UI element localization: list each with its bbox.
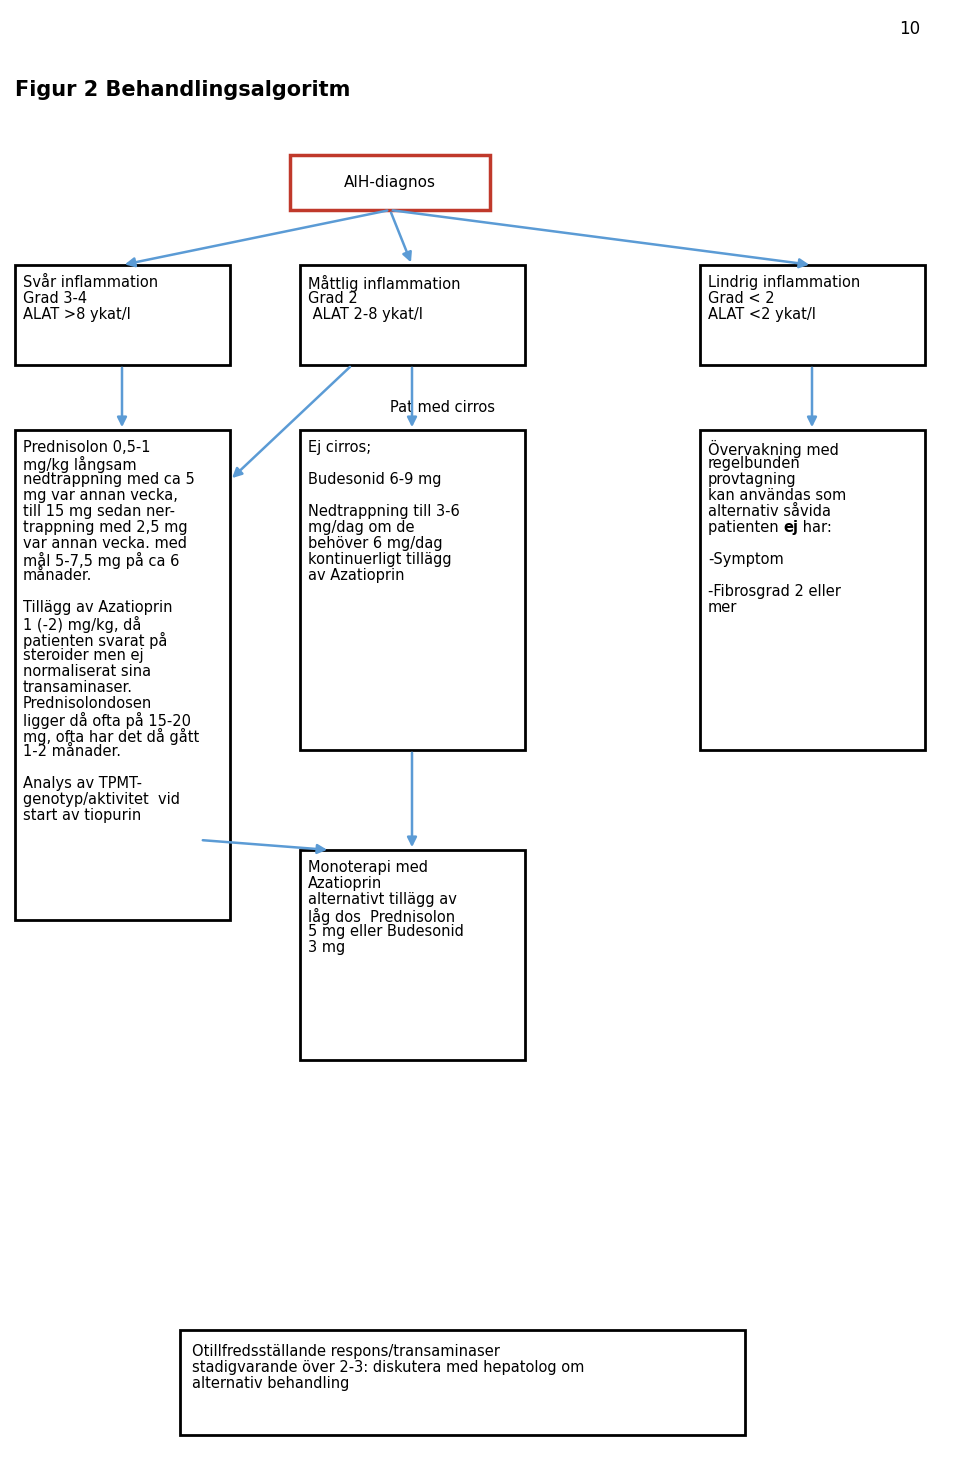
Text: kan användas som: kan användas som [708,488,847,503]
Text: patienten: patienten [708,519,783,534]
Text: nedtrappning med ca 5: nedtrappning med ca 5 [23,472,195,487]
Text: 5 mg eller Budesonid: 5 mg eller Budesonid [308,924,464,938]
Text: Tillägg av Azatioprin: Tillägg av Azatioprin [23,599,173,616]
Bar [300,265,525,366]
Text: månader.: månader. [23,568,92,583]
Text: ALAT >8 ykat/l: ALAT >8 ykat/l [23,306,131,323]
Text: AIH-diagnos: AIH-diagnos [344,175,436,189]
Text: behöver 6 mg/dag: behöver 6 mg/dag [308,536,443,551]
Text: start av tiopurin: start av tiopurin [23,808,141,823]
Text: av Azatioprin: av Azatioprin [308,568,404,583]
Text: stadigvarande över 2-3: diskutera med hepatolog om: stadigvarande över 2-3: diskutera med he… [192,1360,585,1375]
Text: provtagning: provtagning [708,472,797,487]
Text: regelbunden: regelbunden [708,456,801,471]
Text: 1 (-2) mg/kg, då: 1 (-2) mg/kg, då [23,616,141,633]
Text: till 15 mg sedan ner-: till 15 mg sedan ner- [23,505,175,519]
Text: Figur 2 Behandlingsalgoritm: Figur 2 Behandlingsalgoritm [15,80,350,101]
Text: 1-2 månader.: 1-2 månader. [23,744,121,759]
Text: ej: ej [783,519,799,534]
Text: -Fibrosgrad 2 eller: -Fibrosgrad 2 eller [708,585,841,599]
Text: trappning med 2,5 mg: trappning med 2,5 mg [23,519,187,534]
Bar [700,431,925,750]
Bar [300,431,525,750]
Text: alternativt tillägg av: alternativt tillägg av [308,892,457,907]
Text: Lindrig inflammation: Lindrig inflammation [708,275,860,290]
Text: Analys av TPMT-: Analys av TPMT- [23,776,142,790]
Bar [180,1331,745,1436]
Text: Ej cirros;: Ej cirros; [308,440,372,454]
Text: ligger då ofta på 15-20: ligger då ofta på 15-20 [23,712,191,730]
Text: kontinuerligt tillägg: kontinuerligt tillägg [308,552,451,567]
Text: Svår inflammation: Svår inflammation [23,275,158,290]
Bar [15,265,230,366]
Bar [15,431,230,921]
Bar [290,155,490,210]
Text: Prednisolon 0,5-1: Prednisolon 0,5-1 [23,440,151,454]
Text: mg var annan vecka,: mg var annan vecka, [23,488,178,503]
Text: Azatioprin: Azatioprin [308,876,382,891]
Text: mer: mer [708,599,737,616]
Text: alternativ såvida: alternativ såvida [708,505,831,519]
Text: Monoterapi med: Monoterapi med [308,860,428,875]
Text: Måttlig inflammation: Måttlig inflammation [308,275,461,292]
Text: genotyp/aktivitet  vid: genotyp/aktivitet vid [23,792,180,807]
Text: 10: 10 [899,21,920,38]
Text: Prednisolondosen: Prednisolondosen [23,696,153,710]
Text: Otillfredsställande respons/transaminaser: Otillfredsställande respons/transaminase… [192,1344,500,1359]
Text: 3 mg: 3 mg [308,940,346,955]
Bar [300,850,525,1060]
Text: har:: har: [799,519,832,534]
Text: var annan vecka. med: var annan vecka. med [23,536,187,551]
Text: Grad 3-4: Grad 3-4 [23,292,87,306]
Text: ALAT 2-8 ykat/l: ALAT 2-8 ykat/l [308,306,422,323]
Text: låg dos  Prednisolon: låg dos Prednisolon [308,909,455,925]
Text: Budesonid 6-9 mg: Budesonid 6-9 mg [308,472,442,487]
Text: Grad 2: Grad 2 [308,292,358,306]
Text: alternativ behandling: alternativ behandling [192,1376,349,1391]
Bar [700,265,925,366]
Text: mg, ofta har det då gått: mg, ofta har det då gått [23,728,200,744]
Text: normaliserat sina: normaliserat sina [23,665,151,679]
Text: Grad < 2: Grad < 2 [708,292,775,306]
Text: Nedtrappning till 3-6: Nedtrappning till 3-6 [308,505,460,519]
Text: mg/kg långsam: mg/kg långsam [23,456,136,474]
Text: mål 5-7,5 mg på ca 6: mål 5-7,5 mg på ca 6 [23,552,180,568]
Text: mg/dag om de: mg/dag om de [308,519,415,534]
Text: patienten svarat på: patienten svarat på [23,632,167,650]
Text: steroider men ej: steroider men ej [23,648,144,663]
Text: -Symptom: -Symptom [708,552,783,567]
Text: transaminaser.: transaminaser. [23,679,133,696]
Text: Pat med cirros: Pat med cirros [390,400,495,414]
Text: Övervakning med: Övervakning med [708,440,839,457]
Text: ALAT <2 ykat/l: ALAT <2 ykat/l [708,306,816,323]
